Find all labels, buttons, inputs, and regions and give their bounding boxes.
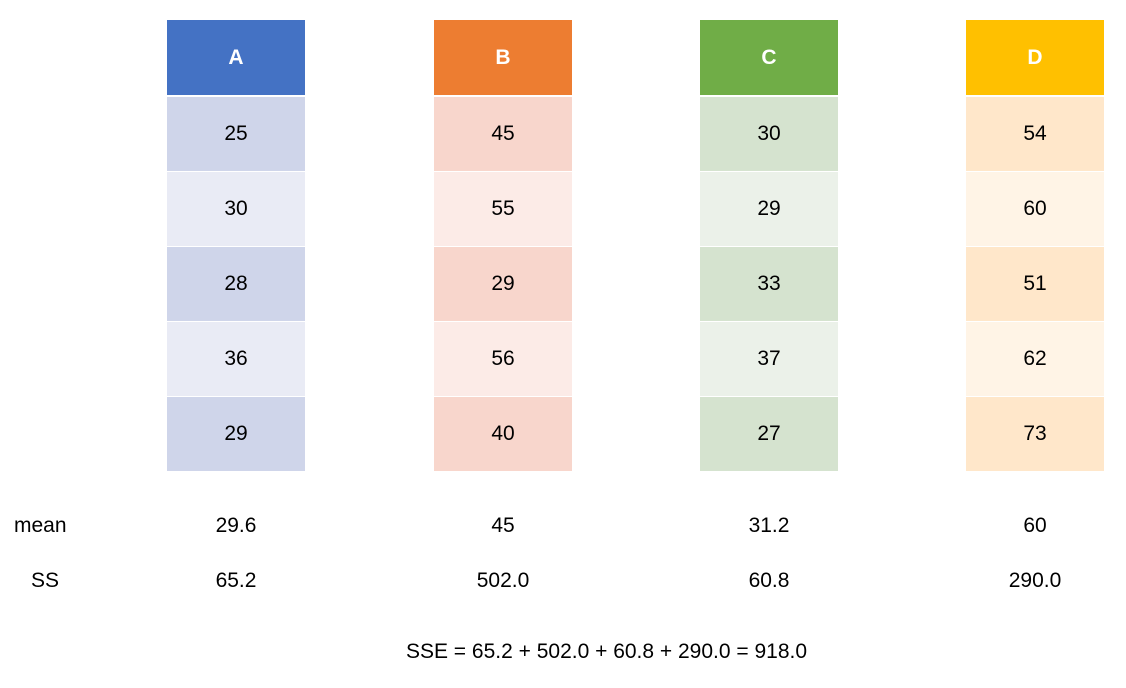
group-d-ss: 290.0 — [1008, 569, 1062, 592]
value-cell: 30 — [700, 97, 838, 172]
value-cell: 55 — [434, 172, 572, 247]
value-cell: 37 — [700, 322, 838, 397]
group-b-ss: 502.0 — [476, 569, 530, 592]
value-cell: 27 — [700, 397, 838, 471]
group-header-a: A — [167, 20, 305, 97]
group-header-b: B — [434, 20, 572, 97]
value-cell: 28 — [167, 247, 305, 322]
value-cell: 60 — [966, 172, 1104, 247]
group-d-mean: 60 — [1023, 514, 1047, 537]
value-cell: 45 — [434, 97, 572, 172]
value-cell: 29 — [700, 172, 838, 247]
group-a-mean: 29.6 — [215, 514, 257, 537]
group-a-ss: 65.2 — [215, 569, 257, 592]
value-cell: 36 — [167, 322, 305, 397]
group-header-c: C — [700, 20, 838, 97]
ss-row-label: SS — [31, 569, 60, 592]
value-cell: 29 — [434, 247, 572, 322]
group-header-d: D — [966, 20, 1104, 97]
mean-row-label: mean — [14, 514, 67, 537]
value-cell: 54 — [966, 97, 1104, 172]
group-c-ss: 60.8 — [748, 569, 790, 592]
value-cell: 30 — [167, 172, 305, 247]
value-cell: 73 — [966, 397, 1104, 471]
value-cell: 51 — [966, 247, 1104, 322]
group-b-mean: 45 — [491, 514, 515, 537]
sse-formula: SSE = 65.2 + 502.0 + 60.8 + 290.0 = 918.… — [405, 640, 808, 663]
group-b-column: B 45 55 29 56 40 — [434, 20, 572, 471]
group-c-mean: 31.2 — [748, 514, 790, 537]
value-cell: 33 — [700, 247, 838, 322]
value-cell: 40 — [434, 397, 572, 471]
group-d-column: D 54 60 51 62 73 — [966, 20, 1104, 471]
value-cell: 25 — [167, 97, 305, 172]
value-cell: 56 — [434, 322, 572, 397]
value-cell: 29 — [167, 397, 305, 471]
group-a-column: A 25 30 28 36 29 — [167, 20, 305, 471]
value-cell: 62 — [966, 322, 1104, 397]
group-c-column: C 30 29 33 37 27 — [700, 20, 838, 471]
